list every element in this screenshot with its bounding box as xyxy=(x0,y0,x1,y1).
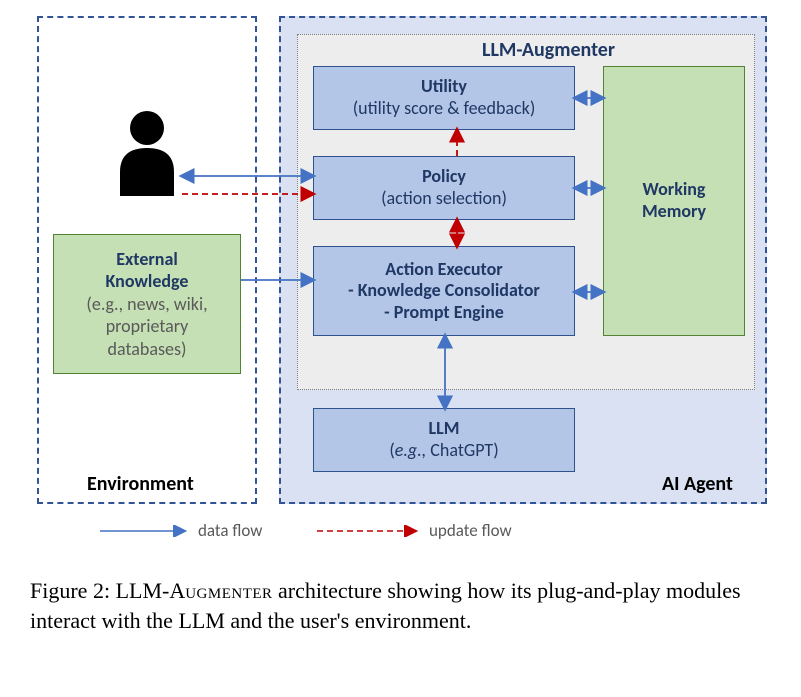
environment-label: Environment xyxy=(87,472,194,496)
agent-label: AI Agent xyxy=(662,472,733,496)
ext-sub3: databases) xyxy=(60,338,234,361)
legend-data-label: data flow xyxy=(198,520,262,541)
augmenter-title: LLM-Augmenter xyxy=(482,38,615,62)
ext-sub2: proprietary xyxy=(60,315,234,338)
action-l1: - Knowledge Consolidator xyxy=(314,280,574,302)
action-l2: - Prompt Engine xyxy=(314,302,574,324)
llm-sub: (e.g., ChatGPT) xyxy=(314,440,574,462)
policy-module: Policy (action selection) xyxy=(313,156,575,220)
ext-sub1: (e.g., news, wiki, xyxy=(60,293,234,316)
policy-hd: Policy xyxy=(314,166,574,188)
policy-sub: (action selection) xyxy=(314,188,574,210)
utility-module: Utility (utility score & feedback) xyxy=(313,66,575,130)
external-knowledge-box: External Knowledge (e.g., news, wiki, pr… xyxy=(53,234,241,374)
action-hd: Action Executor xyxy=(314,259,574,281)
wm-l1: Working xyxy=(643,178,706,200)
llm-box: LLM (e.g., ChatGPT) xyxy=(313,408,575,472)
ext-line1: External xyxy=(60,248,234,271)
legend-update-label: update flow xyxy=(429,520,512,541)
utility-hd: Utility xyxy=(314,76,574,98)
action-module: Action Executor - Knowledge Consolidator… xyxy=(313,246,575,336)
legend-updateflow: update flow xyxy=(317,520,512,541)
person-icon xyxy=(112,106,182,196)
figure-caption: Figure 2: LLM-Augmenter architecture sho… xyxy=(30,576,770,635)
ext-line2: Knowledge xyxy=(60,270,234,293)
llm-hd: LLM xyxy=(314,418,574,440)
legend-dataflow: data flow xyxy=(100,520,262,541)
utility-sub: (utility score & feedback) xyxy=(314,98,574,120)
working-memory-box: Working Memory xyxy=(603,66,745,336)
diagram-root: LLM-Augmenter External Knowledge (e.g., … xyxy=(37,16,767,546)
wm-l2: Memory xyxy=(642,200,706,222)
